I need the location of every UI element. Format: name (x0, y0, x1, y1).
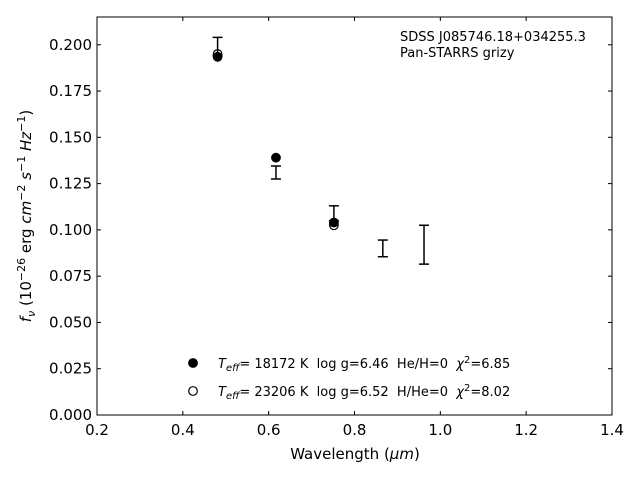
plot-frame (96, 16, 613, 416)
legend-marker-open (188, 386, 198, 396)
y-tick-label: 0.125 (49, 175, 92, 193)
x-tick-label: 1.2 (514, 421, 538, 439)
x-tick-label: 0.8 (343, 421, 367, 439)
model-point-filled (271, 152, 281, 163)
y-tick-label: 0.175 (49, 82, 92, 100)
y-tick-label: 0.200 (49, 36, 92, 54)
x-tick-label: 1.0 (428, 421, 452, 439)
x-tick-label: 1.4 (600, 421, 624, 439)
legend-label-open: Teff= 23206 K log g=6.52 H/He=0 χ2=8.02 (218, 383, 510, 402)
x-axis-title: Wavelength (μm) (290, 445, 420, 463)
y-tick-label: 0.100 (49, 221, 92, 239)
annotation-object: SDSS J085746.18+034255.3 (400, 30, 586, 45)
model-point-filled (329, 217, 339, 228)
annotation-survey: Pan-STARRS grizy (400, 46, 515, 61)
x-tick-label: 0.4 (171, 421, 195, 439)
y-tick-label: 0.075 (49, 267, 92, 285)
y-tick-label: 0.000 (49, 406, 92, 424)
y-tick-label: 0.150 (49, 128, 92, 146)
y-axis-title: fν (10−26 erg cm−2 s−1 Hz−1) (15, 110, 38, 323)
model-point-open (212, 49, 223, 59)
x-tick-label: 0.6 (257, 421, 281, 439)
legend-marker-filled (188, 358, 198, 368)
y-tick-label: 0.025 (49, 360, 92, 378)
y-tick-label: 0.050 (49, 313, 92, 331)
model-point-open (329, 220, 339, 231)
axis-ticks: 0.2 0.4 0.6 0.8 1.0 1.2 1.4 0.000 0.025 0.050 0.07… (49, 17, 624, 439)
model-markers (212, 49, 339, 231)
x-tick-label: 0.2 (85, 421, 109, 439)
error-bars (212, 36, 430, 265)
legend: Teff= 18172 K log g=6.46 He/H=0 χ2=6.85 … (188, 355, 510, 402)
legend-label-filled: Teff= 18172 K log g=6.46 He/H=0 χ2=6.85 (218, 355, 510, 374)
model-point-filled (212, 51, 223, 62)
